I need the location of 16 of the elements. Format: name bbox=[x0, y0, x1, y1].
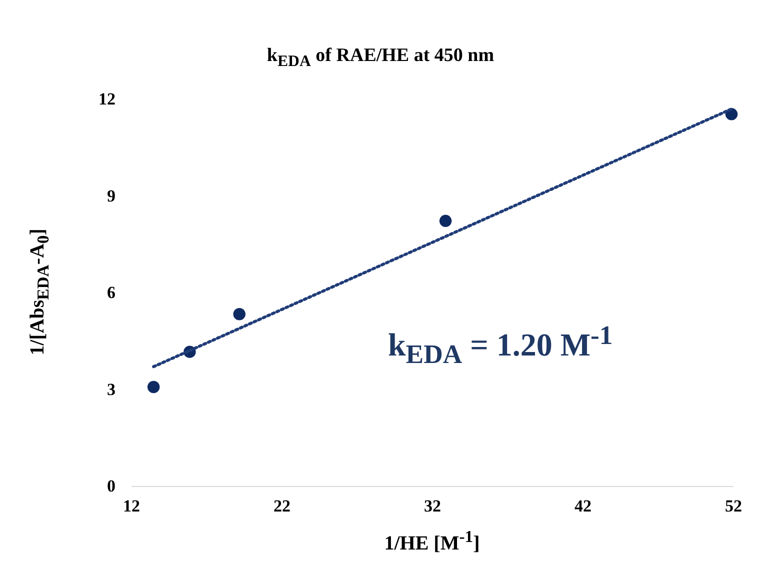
annotation: k$_{EDA}$ = 1.20 M$^{-1}$ bbox=[388, 320, 613, 370]
y-tick-label: 6 bbox=[107, 283, 116, 302]
point bbox=[439, 214, 452, 228]
x-tick-label: 42 bbox=[574, 496, 592, 516]
y-tick-label: 9 bbox=[107, 186, 116, 206]
x-tick-label: 12 bbox=[123, 496, 140, 516]
chart-title: k$_{EDA}$ of RAE/HE at 450 nm bbox=[266, 45, 496, 71]
y-tick-label: 0 bbox=[107, 476, 116, 496]
y-tick-label: 3 bbox=[107, 380, 116, 399]
point bbox=[233, 308, 246, 320]
point bbox=[147, 380, 160, 394]
x-axis-title: 1/HE [M$^{-1}$] bbox=[383, 527, 481, 556]
y-tick-label: 12 bbox=[98, 90, 116, 108]
x-tick-label: 22 bbox=[274, 496, 290, 516]
x-tick-label: 32 bbox=[424, 496, 441, 516]
x-tick-label: 52 bbox=[725, 496, 742, 516]
